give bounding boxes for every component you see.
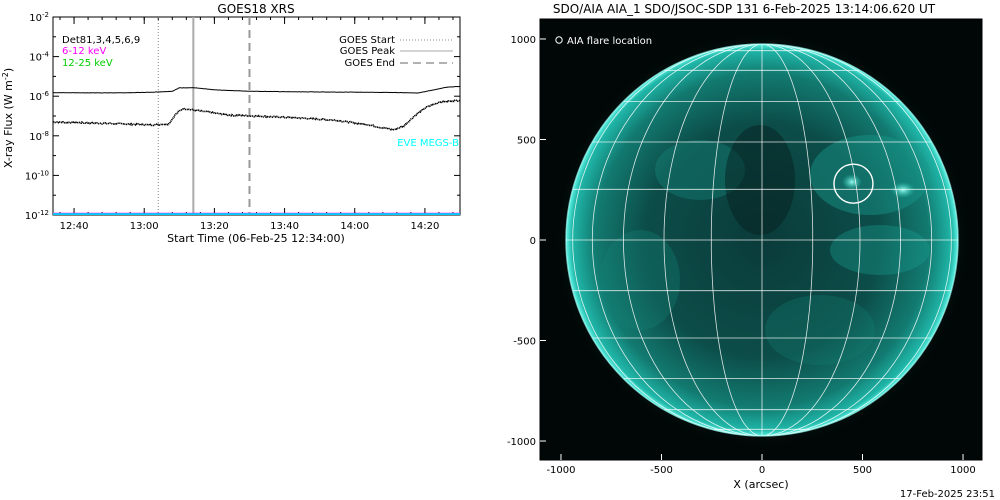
aia-y-tick-label: -1000	[507, 437, 536, 448]
aia-x-tick-label: -1000	[546, 465, 575, 476]
aia-image-chart: SDO/AIA AIA_1 SDO/JSOC-SDP 131 6-Feb-202…	[507, 2, 983, 491]
legend-goes-peak-label: GOES Peak	[340, 46, 395, 57]
aia-x-axis-label: X (arcsec)	[733, 478, 788, 491]
goes-x-tick-label: 13:00	[130, 221, 159, 232]
aia-y-tick-label: 0	[530, 236, 536, 247]
goes-x-tick-label: 12:40	[60, 221, 89, 232]
goes-xrs-chart: GOES18 XRS 10-2 10-4 10-6 10-8 10-10 10-12 12…	[1, 2, 461, 245]
goes-legend: GOES Start GOES Peak GOES End	[339, 35, 453, 69]
longitude-grid-line	[710, 44, 763, 436]
goes-chart-title: GOES18 XRS	[217, 2, 294, 16]
legend-goes-start-label: GOES Start	[339, 35, 395, 46]
longitude-grid-line	[761, 44, 952, 436]
longitude-grid-line	[761, 44, 902, 436]
goes-y-tick-label: 10-12	[25, 209, 49, 222]
detector-label: Det81,3,4,5,6,9	[62, 35, 140, 46]
longitude-grid-line	[663, 44, 763, 436]
aia-x-axis: -1000 -500 0 500 1000	[546, 454, 976, 476]
goes-x-tick-label: 14:00	[340, 221, 369, 232]
goes-y-axis: 10-2 10-4 10-6 10-8 10-10 10-12	[25, 11, 460, 222]
goes-y-tick-label: 10-6	[29, 90, 49, 103]
goes-y-axis-label: X-ray Flux (W m-2)	[1, 68, 16, 168]
goes-y-tick-label: 10-4	[29, 51, 49, 64]
longitude-grid-line	[761, 44, 933, 436]
aia-legend-marker	[555, 36, 563, 44]
longitude-grid-line	[761, 44, 814, 436]
goes-plot-frame	[52, 16, 461, 216]
eve-megs-b-label: EVE MEGS-B	[397, 138, 459, 149]
solar-limb	[565, 43, 959, 437]
goes-x-tick-label: 13:40	[270, 221, 299, 232]
band-12-25kev-label: 12-25 keV	[62, 58, 113, 69]
aia-x-tick-label: 0	[759, 465, 765, 476]
aia-y-tick-label: -500	[513, 337, 536, 348]
goes-x-tick-label: 14:20	[410, 221, 439, 232]
goes-y-tick-label: 10-2	[29, 11, 49, 24]
aia-x-tick-label: 500	[853, 465, 872, 476]
band-6-12kev-label: 6-12 keV	[62, 46, 106, 57]
longitude-grid-line	[622, 44, 763, 436]
aia-y-tick-label: 500	[517, 135, 536, 146]
flare-location-marker	[833, 163, 874, 204]
aia-x-tick-label: -500	[650, 465, 673, 476]
legend-goes-end-label: GOES End	[345, 58, 395, 69]
goes-y-tick-label: 10-10	[25, 169, 49, 182]
aia-y-tick-label: 1000	[511, 35, 536, 46]
longitude-grid-line	[761, 44, 861, 436]
aia-chart-title: SDO/AIA AIA_1 SDO/JSOC-SDP 131 6-Feb-202…	[553, 2, 936, 16]
heliographic-grid	[566, 44, 958, 436]
goes-x-axis-label: Start Time (06-Feb-25 12:34:00)	[167, 232, 345, 245]
footer-timestamp: 17-Feb-2025 23:51	[900, 489, 995, 500]
eve-megs-b-line	[53, 99, 460, 131]
aia-x-tick-label: 1000	[950, 465, 975, 476]
disk-features	[600, 125, 930, 365]
goes-y-tick-label: 10-8	[29, 130, 49, 143]
longitude-grid-line	[572, 44, 763, 436]
aia-legend-label: AIA flare location	[567, 36, 652, 47]
goes-x-tick-label: 13:20	[200, 221, 229, 232]
aia-y-axis: 1000 500 0 -500 -1000	[507, 35, 546, 448]
longitude-grid-line	[591, 44, 763, 436]
goes-long-channel-line	[53, 85, 460, 94]
